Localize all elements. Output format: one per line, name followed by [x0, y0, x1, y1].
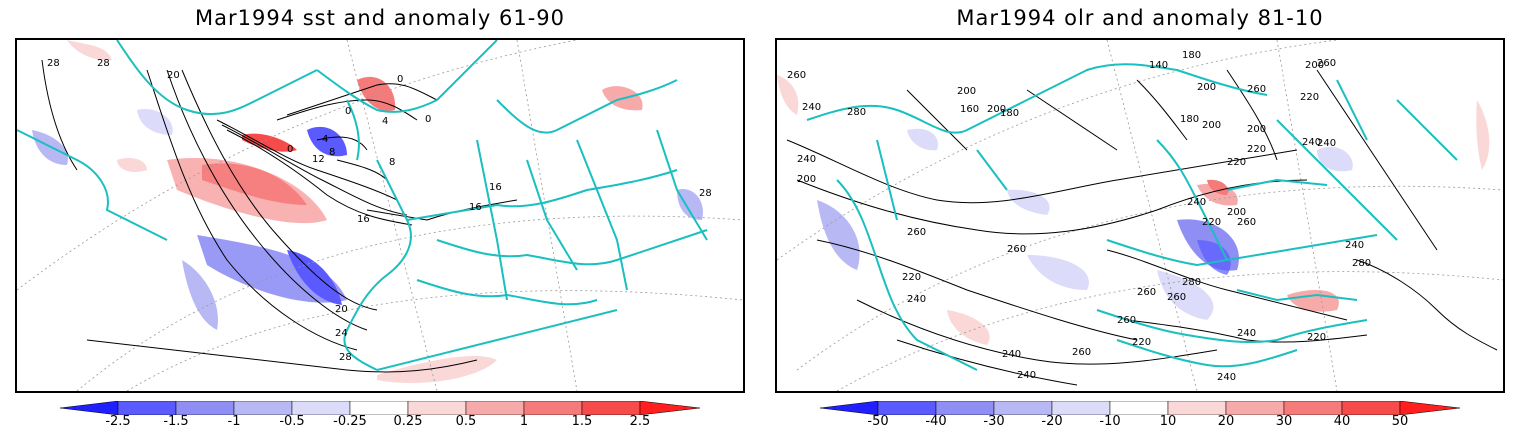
sst-tick-3: -1 [227, 414, 241, 429]
svg-text:4: 4 [322, 134, 328, 145]
svg-text:220: 220 [902, 272, 921, 283]
svg-text:16: 16 [469, 202, 482, 213]
olr-map-canvas: 260 240 280 200 180 160 140 180 200 200 … [777, 40, 1503, 391]
svg-text:28: 28 [47, 58, 60, 69]
svg-text:28: 28 [699, 188, 712, 199]
svg-text:8: 8 [329, 147, 335, 158]
svg-text:180: 180 [1182, 50, 1201, 61]
svg-text:220: 220 [1300, 92, 1319, 103]
olr-tick-3: -30 [983, 414, 1005, 429]
svg-text:220: 220 [1132, 337, 1151, 348]
svg-text:280: 280 [1352, 258, 1371, 269]
olr-tick-5: -10 [1099, 414, 1121, 429]
svg-text:260: 260 [787, 70, 806, 81]
svg-text:20: 20 [167, 70, 180, 81]
svg-text:240: 240 [802, 102, 821, 113]
svg-text:0: 0 [397, 74, 403, 85]
sst-tick-7: 0.5 [455, 414, 477, 429]
sst-tick-5: -0.25 [333, 414, 367, 429]
olr-colorbar-swatches [819, 400, 1461, 416]
svg-text:220: 220 [1227, 157, 1246, 168]
svg-text:180: 180 [1000, 108, 1019, 119]
svg-text:200: 200 [957, 86, 976, 97]
svg-text:200: 200 [797, 174, 816, 185]
svg-text:0: 0 [425, 114, 431, 125]
sst-tick-2: -1.5 [163, 414, 189, 429]
svg-text:260: 260 [1237, 217, 1256, 228]
olr-tick-9: 40 [1333, 414, 1351, 429]
svg-text:0: 0 [345, 106, 351, 117]
svg-text:0: 0 [287, 144, 293, 155]
svg-text:260: 260 [907, 227, 926, 238]
svg-text:240: 240 [1017, 370, 1036, 381]
olr-tick-1: -50 [867, 414, 889, 429]
sst-colorbar: -2.5 -1.5 -1 -0.5 -0.25 0.25 0.5 1 1.5 2… [59, 400, 701, 429]
svg-text:200: 200 [987, 104, 1006, 115]
svg-text:160: 160 [960, 104, 979, 115]
svg-text:260: 260 [1317, 58, 1336, 69]
svg-text:240: 240 [1002, 349, 1021, 360]
svg-text:180: 180 [1180, 114, 1199, 125]
left-map: 28 28 20 0 4 0 4 8 12 8 16 16 16 20 24 2… [15, 38, 745, 393]
sst-tick-4: -0.5 [279, 414, 305, 429]
svg-text:240: 240 [1217, 372, 1236, 383]
sst-tick-9: 1.5 [571, 414, 593, 429]
svg-text:260: 260 [1072, 347, 1091, 358]
svg-text:200: 200 [1305, 60, 1324, 71]
svg-text:240: 240 [1187, 197, 1206, 208]
svg-text:28: 28 [97, 58, 110, 69]
olr-tick-7: 20 [1217, 414, 1235, 429]
svg-text:16: 16 [357, 214, 370, 225]
svg-text:260: 260 [1167, 292, 1186, 303]
left-panel-title: Mar1994 sst and anomaly 61-90 [194, 6, 566, 30]
svg-text:260: 260 [1137, 287, 1156, 298]
svg-text:260: 260 [1117, 315, 1136, 326]
olr-contour-labels: 260 240 280 200 180 160 140 180 200 200 … [787, 50, 1371, 383]
sst-contour-labels: 28 28 20 0 4 0 4 8 12 8 16 16 16 20 24 2… [47, 58, 712, 363]
olr-tick-8: 30 [1275, 414, 1293, 429]
svg-text:200: 200 [1197, 82, 1216, 93]
svg-text:4: 4 [382, 116, 388, 127]
sst-tick-6: 0.25 [393, 414, 423, 429]
svg-text:280: 280 [1182, 277, 1201, 288]
svg-text:240: 240 [797, 154, 816, 165]
svg-text:8: 8 [389, 157, 395, 168]
sst-tick-10: 2.5 [629, 414, 651, 429]
svg-text:240: 240 [1237, 328, 1256, 339]
svg-text:240: 240 [1345, 240, 1364, 251]
svg-text:140: 140 [1149, 60, 1168, 71]
svg-text:12: 12 [312, 154, 325, 165]
svg-text:24: 24 [335, 328, 348, 339]
svg-text:240: 240 [1317, 138, 1336, 149]
svg-text:260: 260 [1007, 244, 1026, 255]
svg-text:220: 220 [1202, 217, 1221, 228]
olr-tick-6: 10 [1159, 414, 1177, 429]
olr-tick-4: -20 [1041, 414, 1063, 429]
olr-tick-2: -40 [925, 414, 947, 429]
svg-text:240: 240 [907, 294, 926, 305]
sst-tick-1: -2.5 [105, 414, 131, 429]
svg-text:260: 260 [1247, 84, 1266, 95]
sst-map-canvas: 28 28 20 0 4 0 4 8 12 8 16 16 16 20 24 2… [17, 40, 743, 391]
olr-tick-10: 50 [1391, 414, 1409, 429]
svg-text:280: 280 [847, 107, 866, 118]
right-map: 260 240 280 200 180 160 140 180 200 200 … [775, 38, 1505, 393]
svg-text:20: 20 [335, 304, 348, 315]
svg-text:28: 28 [339, 352, 352, 363]
svg-text:200: 200 [1202, 120, 1221, 131]
sst-colorbar-swatches [59, 400, 701, 416]
svg-text:220: 220 [1247, 144, 1266, 155]
svg-text:240: 240 [1302, 137, 1321, 148]
right-panel-title: Mar1994 olr and anomaly 81-10 [956, 6, 1324, 30]
svg-text:200: 200 [1227, 207, 1246, 218]
svg-text:220: 220 [1307, 332, 1326, 343]
svg-text:16: 16 [489, 182, 502, 193]
sst-tick-8: 1 [519, 414, 529, 429]
olr-colorbar: -50 -40 -30 -20 -10 10 20 30 40 50 [819, 400, 1461, 429]
svg-text:200: 200 [1247, 124, 1266, 135]
